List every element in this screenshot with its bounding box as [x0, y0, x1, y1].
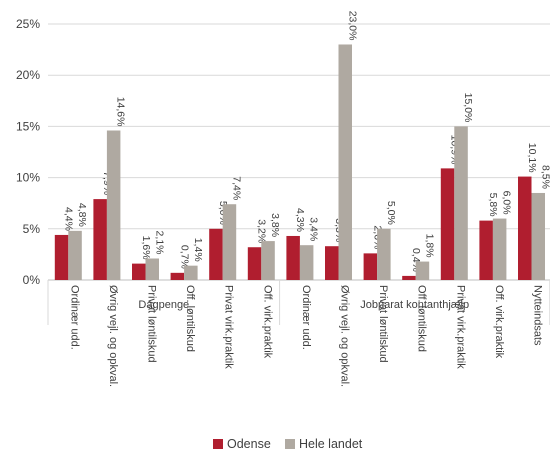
category-label: Øvrig vejl. og opkval. — [339, 285, 351, 387]
category-label: Off. løntilskud — [416, 285, 428, 352]
bar-odense — [518, 176, 532, 280]
bar-odense — [54, 234, 69, 280]
category-label: Off. virk.praktik — [493, 285, 505, 359]
category-label: Privat løntilskud — [146, 285, 158, 363]
category-label: Ordinær udd. — [68, 285, 80, 350]
data-label: 1,8% — [423, 234, 435, 258]
bar-hele-landet — [145, 258, 159, 280]
group-label: Dagpenge — [138, 299, 189, 311]
category-label: Privat løntilskud — [377, 285, 389, 363]
bar-odense — [325, 246, 339, 280]
data-label: 3,4% — [308, 217, 320, 241]
bar-odense — [247, 247, 262, 280]
data-label: 3,2% — [256, 219, 268, 243]
bar-hele-landet — [338, 44, 352, 281]
bar-hele-landet — [299, 245, 314, 280]
data-label: 4,3% — [294, 208, 306, 232]
group-label: Jobparat kontanthjælp — [360, 299, 469, 311]
bar-odense — [286, 235, 300, 280]
category-label: Øvrig vejl. og opkval. — [107, 285, 119, 387]
bar-odense — [402, 275, 416, 280]
data-label: 23,0% — [346, 11, 358, 41]
legend-swatch — [213, 439, 223, 449]
bar-hele-landet — [106, 130, 121, 280]
legend-label: Hele landet — [299, 437, 363, 451]
data-label: 8,5% — [539, 165, 550, 189]
category-label: Off. virk.praktik — [261, 285, 273, 359]
data-label: 4,4% — [63, 207, 75, 231]
y-tick-label: 25% — [16, 17, 40, 31]
y-tick-label: 10% — [16, 171, 40, 185]
bar-odense — [440, 168, 455, 280]
bar-hele-landet — [531, 192, 545, 280]
bar-hele-landet — [492, 218, 507, 280]
y-tick-label: 0% — [23, 273, 41, 287]
bar-odense — [479, 220, 493, 280]
category-label: Privat virk.praktik — [223, 285, 235, 369]
legend-label: Odense — [227, 437, 271, 451]
legend-swatch — [285, 439, 295, 449]
data-label: 15,0% — [462, 93, 474, 123]
data-label: 0,7% — [178, 245, 190, 269]
bar-hele-landet — [68, 230, 82, 280]
bar-hele-landet — [261, 241, 275, 280]
data-label: 14,6% — [115, 97, 127, 127]
bar-odense — [363, 253, 378, 280]
bar-hele-landet — [184, 265, 198, 280]
bar-odense — [93, 199, 107, 280]
y-tick-label: 15% — [16, 119, 40, 133]
category-label: Nytteindsats — [532, 285, 544, 346]
data-label: 2,1% — [153, 231, 165, 255]
data-label: 1,6% — [140, 236, 152, 260]
bar-hele-landet — [222, 204, 237, 280]
data-label: 10,1% — [526, 143, 538, 173]
bar-odense — [209, 228, 223, 280]
data-label: 3,8% — [269, 213, 281, 237]
data-label: 5,0% — [385, 201, 397, 225]
y-tick-label: 20% — [16, 68, 40, 82]
y-tick-label: 5% — [23, 222, 41, 236]
bar-hele-landet — [415, 261, 430, 280]
bar-hele-landet — [377, 228, 391, 280]
category-label: Off. løntilskud — [184, 285, 196, 352]
data-label: 1,4% — [192, 238, 204, 262]
data-label: 6,0% — [501, 191, 513, 215]
data-label: 5,8% — [487, 193, 499, 217]
bar-hele-landet — [454, 126, 468, 281]
bar-odense — [132, 263, 146, 280]
data-label: 4,8% — [76, 203, 88, 227]
bar-odense — [170, 272, 185, 280]
category-label: Privat virk.praktik — [454, 285, 466, 369]
data-label: 7,4% — [230, 176, 242, 200]
category-label: Ordinær udd. — [300, 285, 312, 350]
